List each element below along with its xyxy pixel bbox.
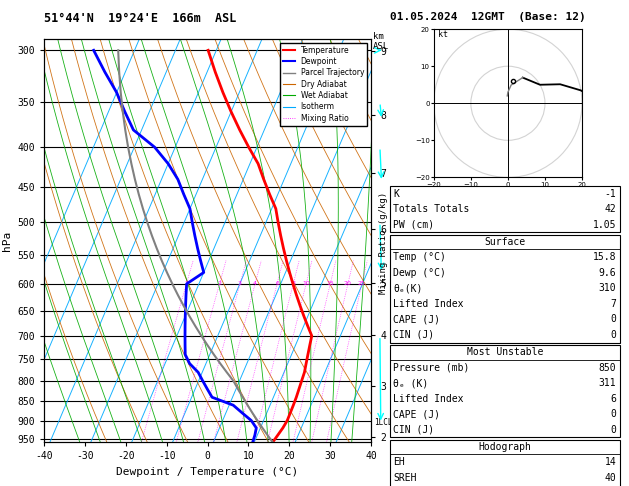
Text: CIN (J): CIN (J) — [393, 425, 434, 435]
Legend: Temperature, Dewpoint, Parcel Trajectory, Dry Adiabat, Wet Adiabat, Isotherm, Mi: Temperature, Dewpoint, Parcel Trajectory… — [280, 43, 367, 125]
Text: EH: EH — [393, 457, 405, 468]
Text: 0: 0 — [611, 330, 616, 340]
Text: Temp (°C): Temp (°C) — [393, 252, 446, 262]
Text: 51°44'N  19°24'E  166m  ASL: 51°44'N 19°24'E 166m ASL — [44, 12, 237, 25]
Text: 10: 10 — [303, 281, 310, 286]
Text: 2: 2 — [218, 281, 221, 286]
Text: CIN (J): CIN (J) — [393, 330, 434, 340]
Text: 01.05.2024  12GMT  (Base: 12): 01.05.2024 12GMT (Base: 12) — [390, 12, 586, 22]
Text: 15.8: 15.8 — [593, 252, 616, 262]
Text: 7: 7 — [611, 299, 616, 309]
Text: SREH: SREH — [393, 473, 416, 483]
Text: 25: 25 — [358, 281, 366, 286]
Text: 3: 3 — [238, 281, 242, 286]
Text: 40: 40 — [604, 473, 616, 483]
Text: Totals Totals: Totals Totals — [393, 204, 469, 214]
Text: K: K — [393, 189, 399, 199]
Text: 6: 6 — [611, 394, 616, 404]
Text: km
ASL: km ASL — [373, 32, 389, 51]
Text: PW (cm): PW (cm) — [393, 220, 434, 230]
Text: kt: kt — [438, 30, 447, 38]
Text: 310: 310 — [599, 283, 616, 294]
Text: 42: 42 — [604, 204, 616, 214]
Text: 1: 1 — [184, 281, 188, 286]
Text: 1.05: 1.05 — [593, 220, 616, 230]
Text: θₑ (K): θₑ (K) — [393, 378, 428, 388]
Text: 8: 8 — [291, 281, 295, 286]
Text: Most Unstable: Most Unstable — [467, 347, 543, 358]
Text: -1: -1 — [604, 189, 616, 199]
Text: θₑ(K): θₑ(K) — [393, 283, 423, 294]
Text: 14: 14 — [604, 457, 616, 468]
X-axis label: Dewpoint / Temperature (°C): Dewpoint / Temperature (°C) — [116, 467, 299, 477]
Text: CAPE (J): CAPE (J) — [393, 314, 440, 325]
Text: Mixing Ratio (g/kg): Mixing Ratio (g/kg) — [379, 192, 387, 294]
Text: © weatheronline.co.uk: © weatheronline.co.uk — [452, 471, 557, 480]
Text: Lifted Index: Lifted Index — [393, 299, 464, 309]
Text: 6: 6 — [275, 281, 279, 286]
Text: Pressure (mb): Pressure (mb) — [393, 363, 469, 373]
Text: Hodograph: Hodograph — [478, 442, 532, 452]
Text: CAPE (J): CAPE (J) — [393, 409, 440, 419]
Text: 15: 15 — [326, 281, 334, 286]
Y-axis label: hPa: hPa — [2, 230, 12, 251]
Text: 311: 311 — [599, 378, 616, 388]
Text: 4: 4 — [253, 281, 257, 286]
Text: Lifted Index: Lifted Index — [393, 394, 464, 404]
Text: Surface: Surface — [484, 237, 525, 247]
Text: 0: 0 — [611, 409, 616, 419]
Text: Dewp (°C): Dewp (°C) — [393, 268, 446, 278]
Text: 0: 0 — [611, 314, 616, 325]
Text: 20: 20 — [344, 281, 352, 286]
Text: 0: 0 — [611, 425, 616, 435]
Text: 9.6: 9.6 — [599, 268, 616, 278]
Text: 850: 850 — [599, 363, 616, 373]
Text: 1LCL: 1LCL — [374, 418, 393, 427]
